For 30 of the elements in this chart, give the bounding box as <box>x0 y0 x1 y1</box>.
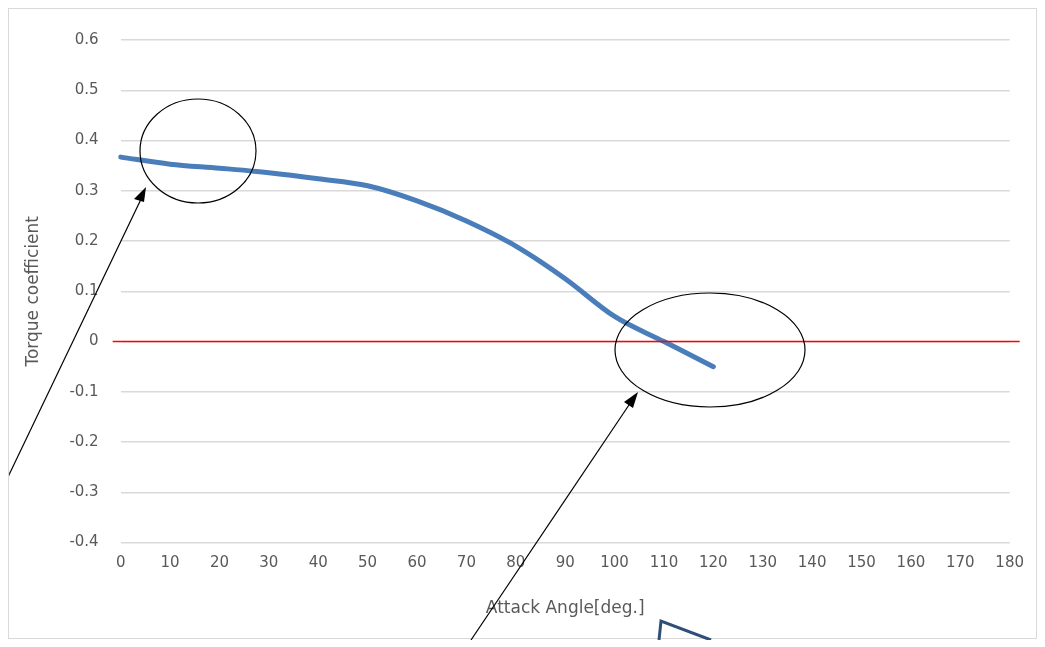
y-tick-label: -0.1 <box>69 381 99 400</box>
x-tick-label: 90 <box>555 553 575 572</box>
x-tick-label: 50 <box>358 553 378 572</box>
y-axis-title: Torque coefficient <box>21 215 42 368</box>
x-tick-label: 100 <box>600 553 629 572</box>
x-tick-label: 140 <box>797 553 827 572</box>
x-tick-label: 10 <box>160 553 180 572</box>
x-tick-label: 130 <box>748 553 778 572</box>
x-tick-label: 60 <box>407 553 427 572</box>
x-tick-label: 70 <box>456 553 476 572</box>
y-tick-label: -0.4 <box>69 532 99 551</box>
y-tick-label: 0.3 <box>74 180 99 199</box>
y-tick-label: 0.5 <box>74 80 99 99</box>
y-tick-label: -0.3 <box>69 482 99 501</box>
x-tick-label: 160 <box>896 553 926 572</box>
x-tick-label: 120 <box>699 553 728 572</box>
y-tick-label: -0.2 <box>69 431 99 450</box>
y-tick-label: 0.1 <box>74 281 99 300</box>
x-tick-label: 150 <box>847 553 876 572</box>
y-tick-label: 0 <box>89 331 99 350</box>
x-tick-label: 30 <box>259 553 279 572</box>
x-tick-label: 40 <box>308 553 328 572</box>
x-tick-label: 180 <box>995 553 1025 572</box>
y-tick-label: 0.2 <box>74 230 99 249</box>
y-tick-label: 0.6 <box>74 29 99 48</box>
x-tick-label: 0 <box>115 553 126 572</box>
x-tick-label: 170 <box>945 553 975 572</box>
x-tick-label: 110 <box>649 553 679 572</box>
x-tick-label: 20 <box>209 553 229 572</box>
y-tick-label: 0.4 <box>74 130 99 149</box>
